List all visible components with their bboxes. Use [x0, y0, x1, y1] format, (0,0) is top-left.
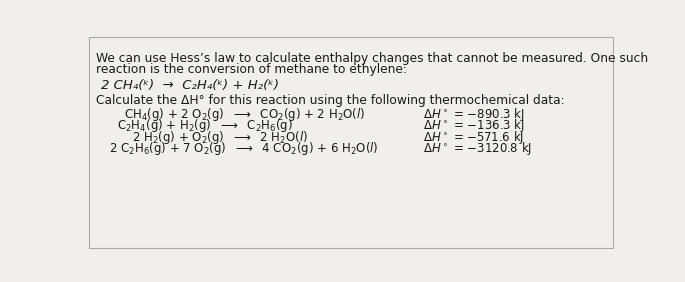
Text: $\Delta H^\circ$ = $-$890.3 kJ: $\Delta H^\circ$ = $-$890.3 kJ	[423, 106, 525, 123]
Text: 2 C$_2$H$_6$(g) + 7 O$_2$(g)  $\longrightarrow$  4 CO$_2$(g) + 6 H$_2$O($l$): 2 C$_2$H$_6$(g) + 7 O$_2$(g) $\longright…	[109, 140, 378, 157]
Text: 2 H$_2$(g) + O$_2$(g)  $\longrightarrow$  2 H$_2$O($l$): 2 H$_2$(g) + O$_2$(g) $\longrightarrow$ …	[132, 129, 308, 146]
Text: reaction is the conversion of methane to ethylene:: reaction is the conversion of methane to…	[97, 63, 408, 76]
Text: $\Delta H^\circ$ = $-$571.6 kJ: $\Delta H^\circ$ = $-$571.6 kJ	[423, 129, 524, 146]
Text: We can use Hess’s law to calculate enthalpy changes that cannot be measured. One: We can use Hess’s law to calculate entha…	[97, 52, 649, 65]
Text: $\Delta H^\circ$ = $-$3120.8 kJ: $\Delta H^\circ$ = $-$3120.8 kJ	[423, 140, 532, 157]
Text: 2 CH₄(ᵏ)  →  C₂H₄(ᵏ) + H₂(ᵏ): 2 CH₄(ᵏ) → C₂H₄(ᵏ) + H₂(ᵏ)	[101, 78, 279, 91]
Text: CH$_4$(g) + 2 O$_2$(g)  $\longrightarrow$  CO$_2$(g) + 2 H$_2$O($l$): CH$_4$(g) + 2 O$_2$(g) $\longrightarrow$…	[125, 106, 366, 123]
Text: $\Delta H^\circ$ = $-$136.3 kJ: $\Delta H^\circ$ = $-$136.3 kJ	[423, 117, 525, 135]
Text: C$_2$H$_4$(g) + H$_2$(g)  $\longrightarrow$  C$_2$H$_6$(g): C$_2$H$_4$(g) + H$_2$(g) $\longrightarro…	[116, 117, 292, 135]
Text: Calculate the ΔH° for this reaction using the following thermochemical data:: Calculate the ΔH° for this reaction usin…	[97, 94, 565, 107]
